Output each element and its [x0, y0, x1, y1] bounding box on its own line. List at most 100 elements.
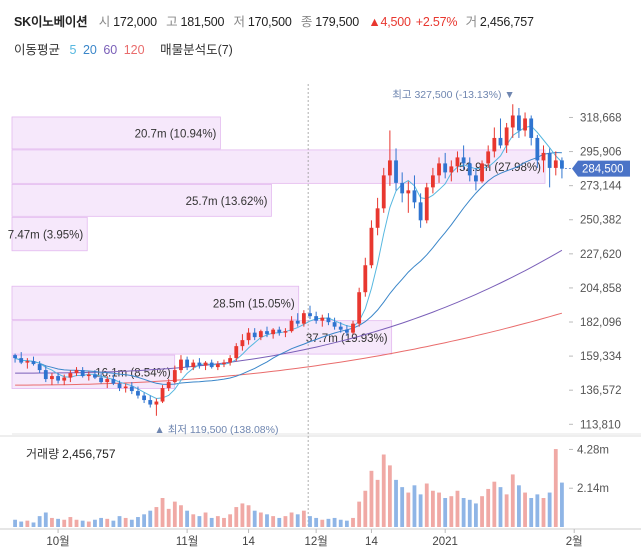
volume-bar: [277, 517, 282, 527]
volume-bar: [136, 517, 140, 527]
volume-bar: [480, 496, 484, 527]
volume-bar: [258, 512, 263, 527]
volume-bar: [547, 492, 552, 527]
candle-body: [455, 157, 460, 167]
candle-body: [37, 364, 42, 371]
volume-bar: [179, 505, 183, 527]
low-label: 저: [233, 15, 246, 29]
candle-body: [252, 332, 257, 338]
candle-body: [357, 292, 362, 324]
volume-bar: [129, 519, 134, 527]
volume-bar: [449, 496, 454, 527]
candle-body: [191, 362, 196, 368]
volume-bar: [486, 488, 491, 527]
candle-body: [430, 175, 435, 188]
price-change: ▲4,500: [368, 15, 411, 29]
volume-tick-label: 4.28m: [577, 444, 609, 456]
candle-body: [228, 358, 233, 363]
volume-panel-label: 거래량: [26, 447, 60, 461]
volume-bar: [93, 519, 97, 527]
candle-body: [50, 376, 54, 380]
low-price: 170,500: [247, 15, 292, 29]
volume-bar: [148, 510, 153, 527]
candle-body: [412, 190, 417, 203]
stock-summary: SK이노베이션 시 172,000 고 181,500 저 170,500 종 179,…: [14, 11, 540, 30]
candle-body: [437, 163, 441, 176]
candle-body: [375, 208, 380, 228]
volume-bar: [560, 482, 564, 527]
candle-body: [560, 160, 564, 169]
candle-body: [68, 373, 73, 378]
candle-body: [400, 182, 405, 194]
volume-bar: [68, 517, 73, 527]
volume-bar: [308, 516, 312, 527]
volume-bar: [326, 518, 331, 527]
volume-bar: [246, 505, 251, 527]
volume-bar: [240, 503, 245, 527]
volume-bar: [529, 498, 534, 527]
volume-bar: [117, 516, 122, 527]
volume-bar: [553, 449, 558, 527]
candle-body: [363, 265, 368, 293]
volume-bar: [394, 479, 398, 527]
volume-bar: [203, 512, 208, 527]
volume-bar: [314, 517, 319, 527]
volume-profile-bar: [11, 116, 221, 150]
volume-label: 거: [465, 15, 478, 29]
y-tick-label: 227,620: [580, 249, 622, 261]
volume-bar: [301, 510, 306, 527]
volume-bar: [265, 514, 269, 527]
volume-bar: [492, 481, 497, 527]
candle-body: [547, 152, 552, 168]
ma20-line: [14, 151, 562, 385]
volume-profile-bar: [11, 320, 393, 355]
current-price-label: 284,500: [582, 164, 624, 176]
ma60-legend: 60: [103, 43, 118, 57]
y-tick-label: 113,810: [580, 419, 621, 431]
candle-body: [523, 118, 527, 131]
volume-bar: [31, 522, 36, 527]
volume-bar: [105, 518, 110, 527]
high-label: 고: [166, 15, 178, 29]
volume-bar: [80, 520, 85, 527]
candle-body: [301, 313, 306, 324]
volume-bar: [289, 512, 294, 527]
volume-bar: [160, 498, 165, 527]
volume-bar: [50, 517, 54, 527]
candle-body: [136, 391, 140, 396]
stock-name: SK이노베이션: [14, 15, 88, 29]
candle-body: [510, 115, 515, 128]
candle-body: [154, 401, 159, 405]
ma60-line: [15, 249, 563, 374]
volume-bar: [185, 510, 190, 527]
candle-body: [443, 163, 448, 173]
candle-body: [289, 320, 294, 332]
candle-body: [13, 355, 17, 359]
candle-body: [234, 346, 239, 359]
candle-body: [535, 137, 540, 161]
candle-body: [166, 382, 171, 389]
candle-body: [351, 323, 355, 333]
volume-bar: [56, 518, 60, 527]
volume-bar: [504, 494, 509, 527]
volume-profile-bar: [11, 216, 88, 252]
volume-profile-bar: [11, 149, 546, 184]
candle-body: [498, 137, 503, 146]
volume-bar: [252, 510, 257, 527]
candle-body: [480, 163, 484, 182]
candle-body: [99, 377, 103, 383]
candle-body: [529, 118, 534, 138]
candle-body: [160, 388, 165, 402]
y-tick-label: 136,572: [580, 385, 622, 397]
volume-bar: [154, 507, 159, 527]
candle-body: [308, 313, 312, 317]
volume-bar: [191, 514, 196, 527]
candle-body: [240, 340, 245, 347]
ma-label: 이동평균: [14, 43, 61, 57]
candle-body: [394, 160, 398, 183]
candle-body: [369, 227, 374, 266]
candle-body: [148, 400, 153, 405]
volume-profile-label: 28.5m (15.05%): [213, 298, 295, 310]
distribution-legend[interactable]: 매물분석도(7): [160, 43, 233, 57]
